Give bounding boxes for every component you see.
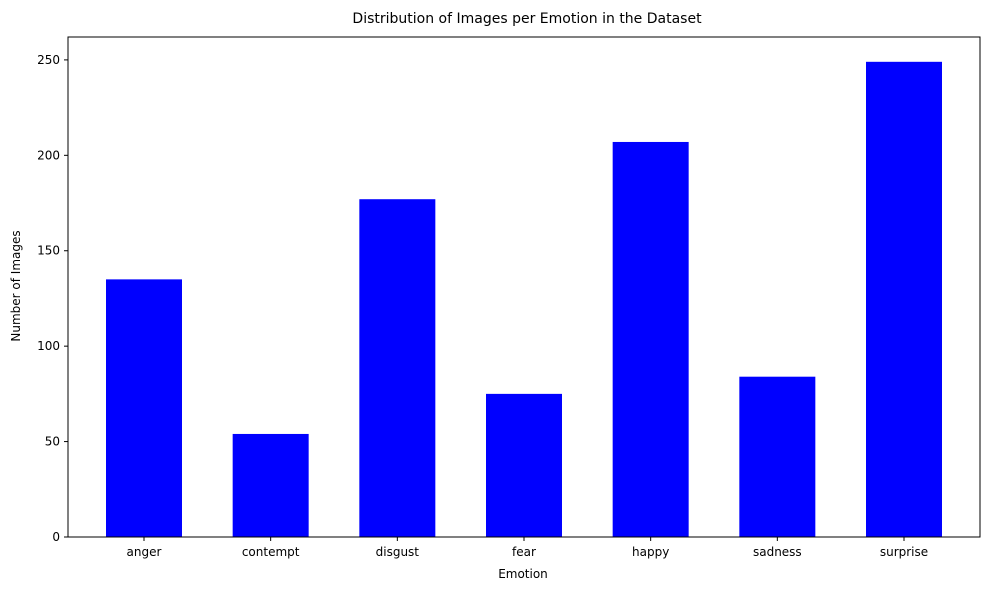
- x-tick-label-happy: happy: [632, 545, 669, 559]
- chart-title: Distribution of Images per Emotion in th…: [352, 11, 702, 27]
- x-tick-label-sadness: sadness: [753, 545, 802, 559]
- bar-happy: [612, 141, 689, 537]
- x-tick-label-fear: fear: [512, 545, 536, 559]
- y-axis-label: Number of Images: [9, 230, 23, 341]
- y-tick-label-250: 250: [37, 53, 60, 67]
- y-tick-label-0: 0: [52, 530, 60, 544]
- bar-sadness: [739, 376, 816, 537]
- bar-disgust: [359, 199, 436, 537]
- y-tick-label-150: 150: [37, 244, 60, 258]
- y-tick-label-100: 100: [37, 339, 60, 353]
- bar-anger: [106, 279, 182, 537]
- x-axis-label: Emotion: [498, 567, 548, 581]
- plot-area: [67, 36, 981, 538]
- y-tick-label-50: 50: [45, 435, 60, 449]
- y-axis: 0 50 100 150 200 250: [37, 53, 68, 544]
- bar-contempt: [232, 433, 309, 537]
- x-tick-label-disgust: disgust: [376, 545, 420, 559]
- x-tick-label-surprise: surprise: [880, 545, 928, 559]
- bar-fear: [486, 393, 562, 537]
- x-tick-label-anger: anger: [127, 545, 162, 559]
- x-tick-label-contempt: contempt: [242, 545, 300, 559]
- bar-surprise: [866, 61, 942, 537]
- y-tick-label-200: 200: [37, 148, 60, 162]
- x-axis: anger contempt disgust fear happy sadness surp…: [127, 537, 928, 559]
